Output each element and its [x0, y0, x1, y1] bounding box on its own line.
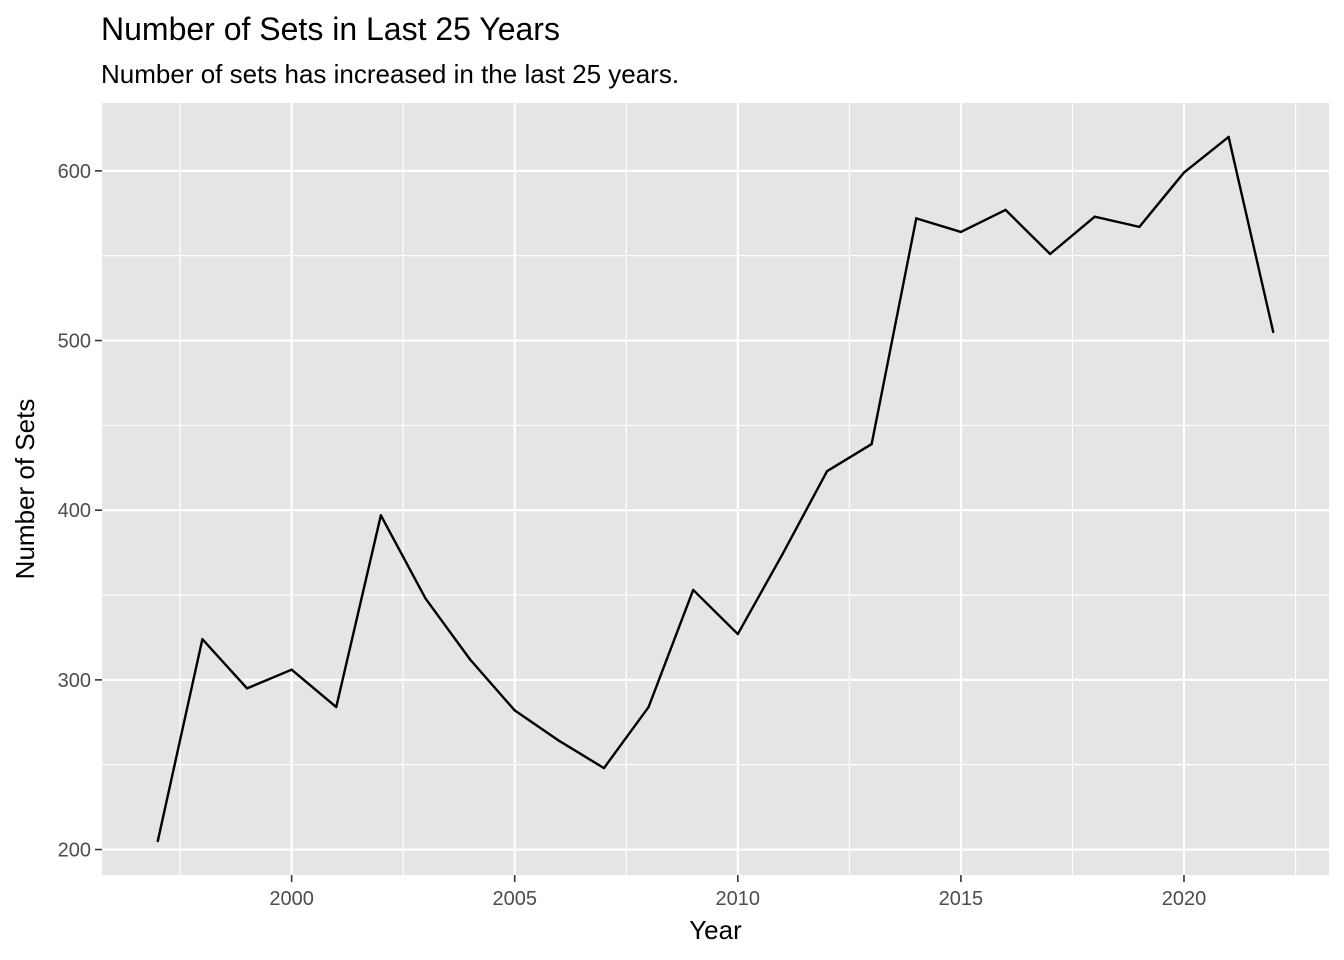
- data-point: [870, 442, 873, 446]
- data-point: [290, 668, 293, 671]
- data-point: [915, 217, 918, 220]
- data-point: [424, 597, 427, 600]
- series-line: [156, 135, 1275, 842]
- x-axis: 2000 2005 2010 2015 2020: [269, 875, 1206, 910]
- data-point: [335, 705, 338, 709]
- y-tick-label: 500: [58, 331, 91, 353]
- data-point: [1093, 215, 1096, 218]
- y-tick-label: 300: [58, 670, 91, 692]
- data-point: [825, 469, 829, 473]
- x-axis-title: Year: [689, 915, 742, 945]
- x-tick-label: 2020: [1162, 888, 1207, 910]
- major-gridlines: [102, 103, 1329, 875]
- chart-subtitle: Number of sets has increased in the last…: [101, 59, 679, 89]
- data-point: [513, 709, 516, 712]
- y-tick-label: 200: [58, 840, 91, 862]
- y-tick-label: 600: [58, 161, 91, 183]
- data-point: [468, 658, 472, 661]
- data-point: [1048, 252, 1052, 256]
- data-point: [781, 553, 784, 556]
- data-point: [558, 739, 561, 743]
- data-point: [647, 705, 650, 709]
- x-tick-label: 2005: [492, 888, 537, 910]
- data-point: [1272, 330, 1275, 334]
- data-point: [1138, 225, 1141, 229]
- x-tick-label: 2000: [269, 888, 314, 910]
- data-point: [1004, 208, 1007, 212]
- y-axis-title: Number of Sets: [10, 399, 40, 580]
- data-point: [379, 514, 383, 517]
- data-point: [736, 632, 740, 636]
- data-point: [1227, 135, 1230, 139]
- data-point: [1182, 171, 1186, 174]
- data-point: [691, 588, 695, 592]
- data-point: [602, 766, 606, 770]
- data-point: [201, 637, 204, 641]
- minor-gridlines: [102, 103, 1329, 875]
- x-tick-label: 2010: [716, 888, 761, 910]
- y-axis: 200 300 400 500 600: [58, 161, 102, 862]
- data-point: [245, 687, 249, 690]
- data-point: [156, 839, 159, 843]
- y-tick-label: 400: [58, 500, 91, 522]
- series-layer: [156, 135, 1275, 843]
- chart-title: Number of Sets in Last 25 Years: [101, 11, 560, 47]
- data-point: [959, 230, 963, 234]
- plot-panel: [102, 103, 1329, 875]
- x-tick-label: 2015: [939, 888, 984, 910]
